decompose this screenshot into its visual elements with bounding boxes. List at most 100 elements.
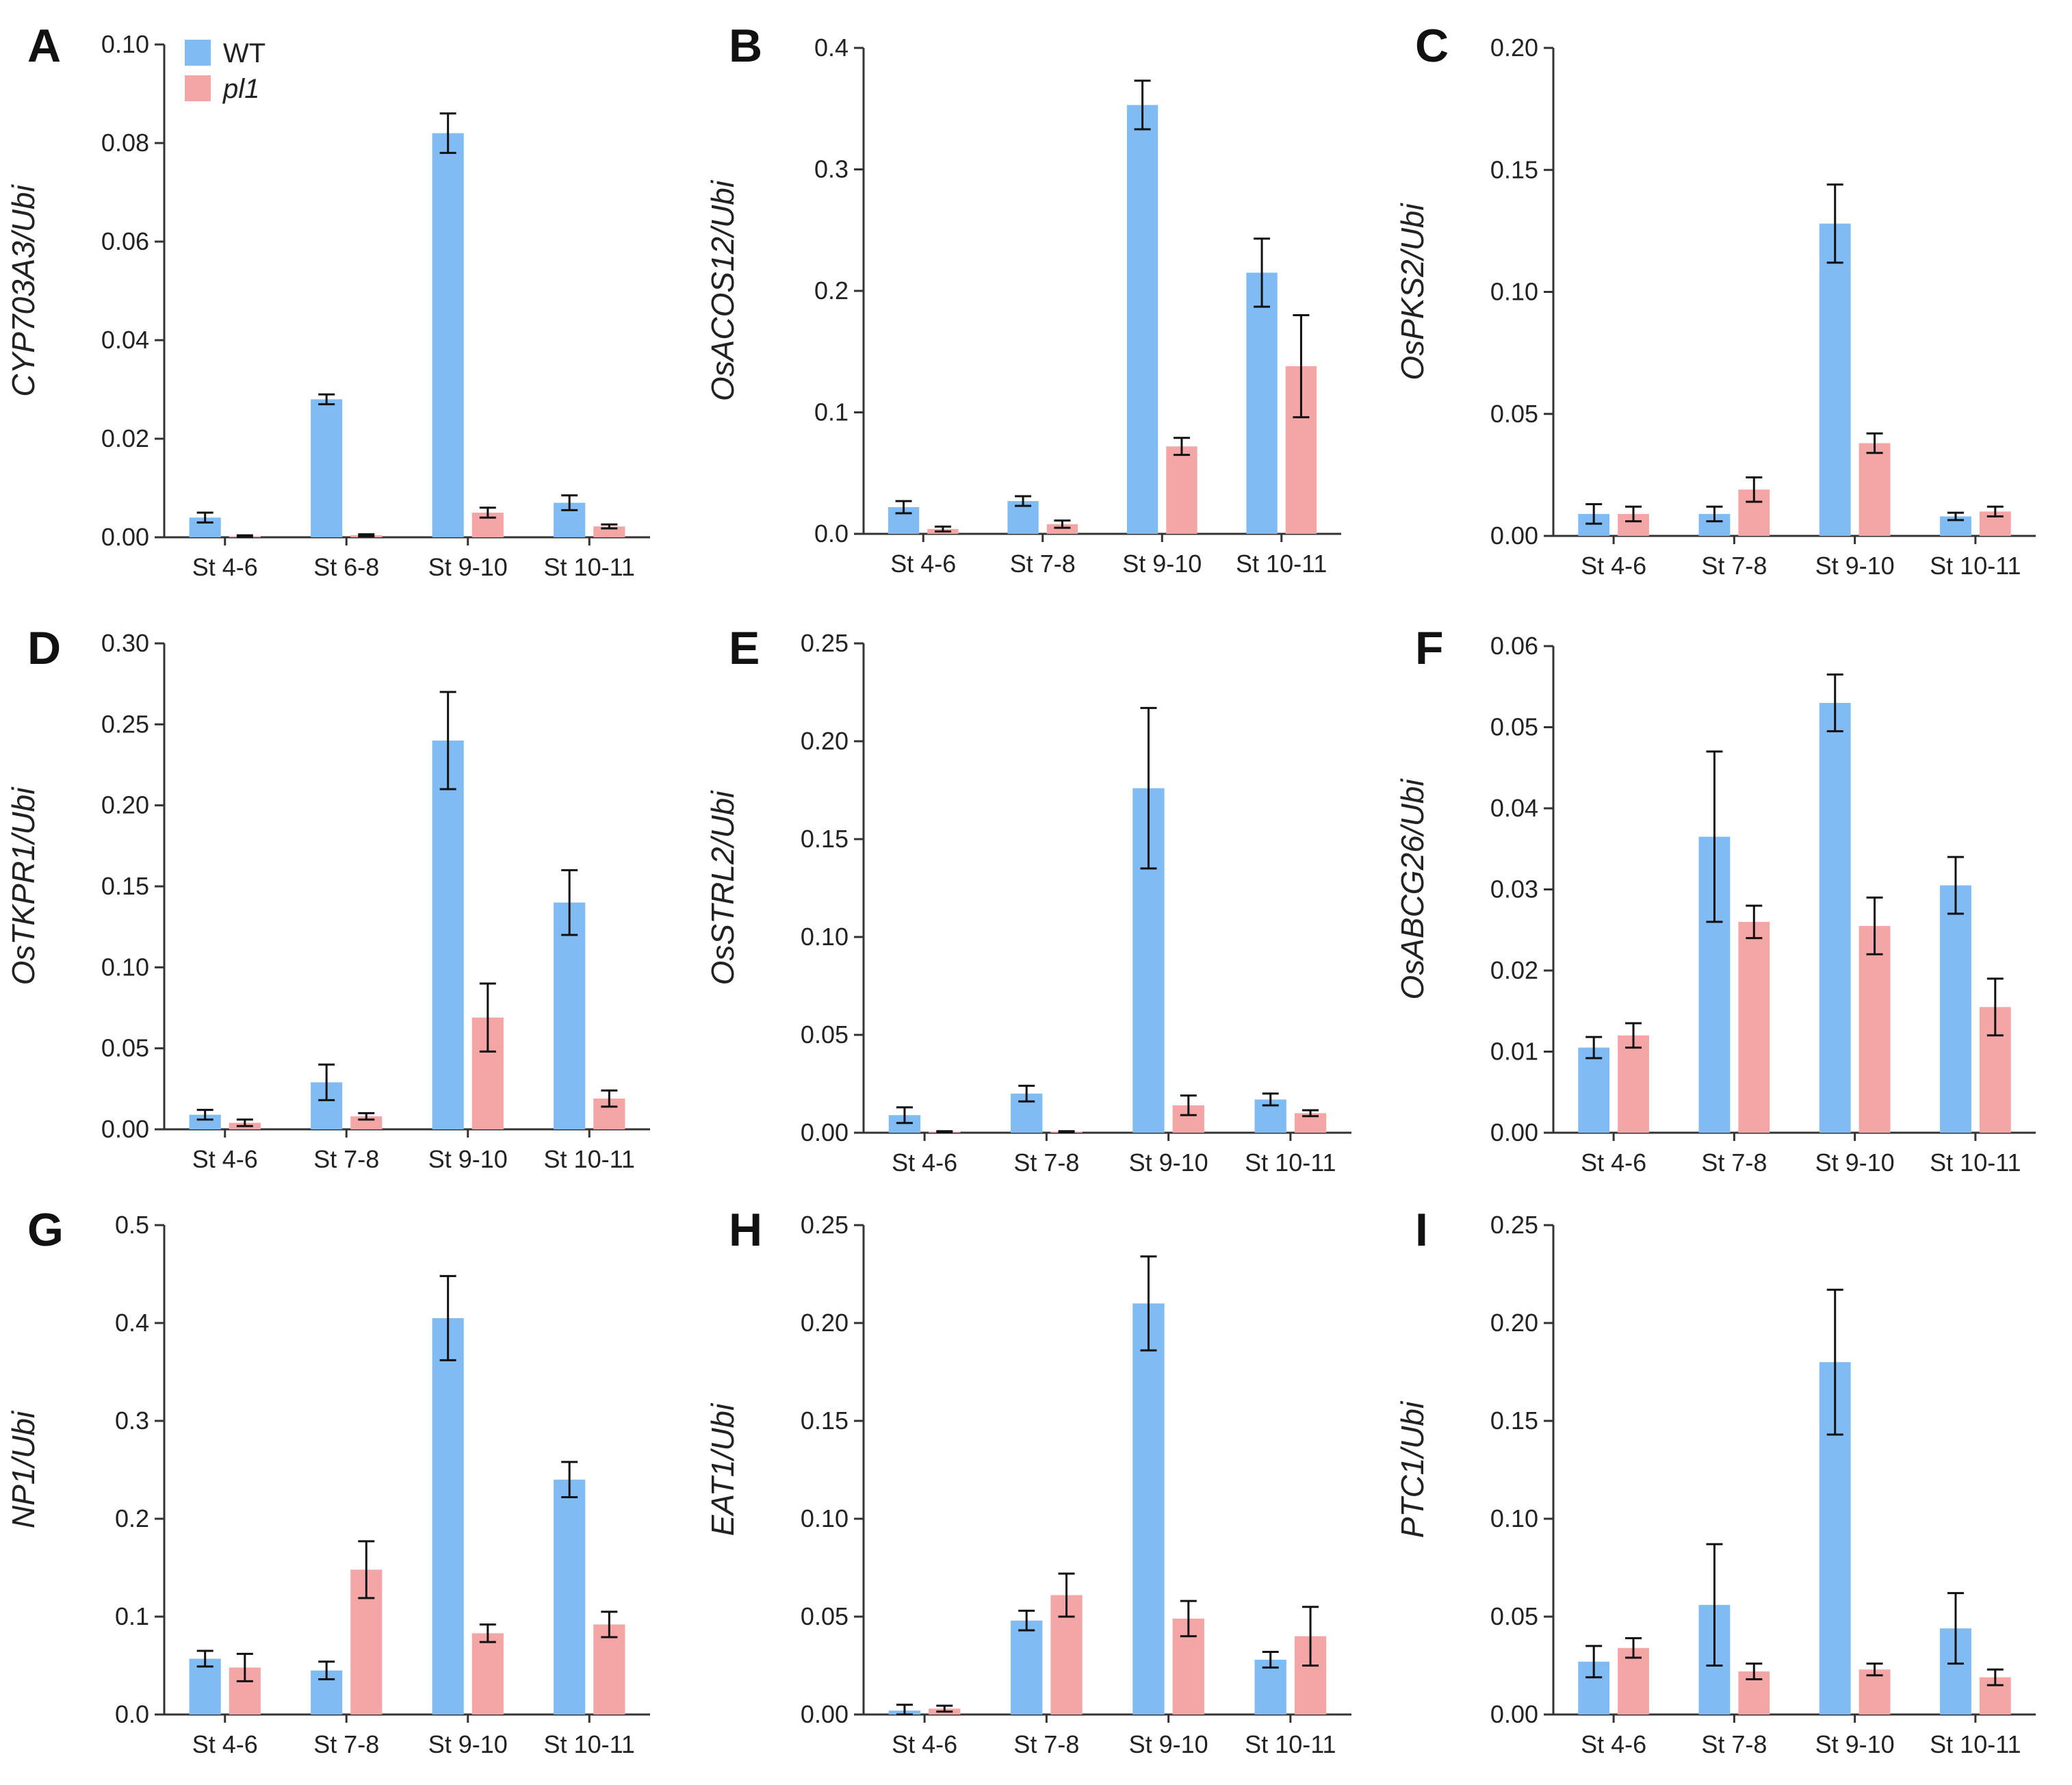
y-tick-label: 0.00 xyxy=(101,523,149,551)
y-tick-label: 0.5 xyxy=(115,1211,149,1239)
y-tick-label: 0.25 xyxy=(801,629,849,657)
bar-wt-2 xyxy=(432,133,464,538)
bar-wt-3 xyxy=(554,902,586,1129)
bar-wt-0 xyxy=(189,1658,221,1715)
x-tick-label: St 4-6 xyxy=(1581,1148,1646,1177)
y-axis-label: OsTKPR1/Ubi xyxy=(5,786,41,986)
panel-letter: A xyxy=(27,20,61,72)
x-tick-label: St 9-10 xyxy=(1815,1148,1895,1177)
x-tick-label: St 4-6 xyxy=(892,1730,957,1758)
y-tick-label: 0.0 xyxy=(814,519,849,548)
panel-letter: I xyxy=(1415,1204,1428,1256)
x-tick-label: St 4-6 xyxy=(890,550,956,578)
y-tick-label: 0.08 xyxy=(101,129,149,157)
bar-pl1-2 xyxy=(1859,443,1891,536)
bar-wt-2 xyxy=(1132,1303,1165,1715)
y-axis-label: OsACOS12/Ubi xyxy=(705,179,740,401)
chart-panel-h: H 0.00 0.05 0.10 0.15 0.20 0.25 EAT1/Ubi St 4-6 S… xyxy=(705,1204,1351,1758)
y-tick-label: 0.0 xyxy=(115,1700,149,1728)
x-tick-label: St 7-8 xyxy=(1701,1148,1767,1177)
x-tick-label: St 9-10 xyxy=(1129,1730,1208,1758)
y-tick-label: 0.15 xyxy=(801,1407,849,1435)
panel-letter: C xyxy=(1415,20,1449,72)
y-tick-label: 0.3 xyxy=(814,155,849,183)
chart-panel-e: E 0.00 0.05 0.10 0.15 0.20 0.25 OsSTRL2/Ubi St 4… xyxy=(705,622,1351,1177)
y-tick-label: 0.15 xyxy=(1490,1407,1538,1435)
x-tick-label: St 7-8 xyxy=(1010,550,1076,578)
y-tick-label: 0.05 xyxy=(1490,1602,1538,1630)
bar-wt-3 xyxy=(1254,1659,1286,1715)
y-tick-label: 0.02 xyxy=(1490,956,1538,984)
x-tick-label: St 7-8 xyxy=(1701,552,1767,580)
bar-wt-1 xyxy=(311,399,343,537)
x-tick-label: St 9-10 xyxy=(1122,550,1202,578)
y-tick-label: 0.00 xyxy=(1490,1118,1538,1146)
bar-wt-2 xyxy=(432,1318,464,1715)
bar-wt-0 xyxy=(189,1114,221,1129)
y-axis-label: OsABCG26/Ubi xyxy=(1395,778,1430,1000)
panel-letter: B xyxy=(729,20,762,72)
y-tick-label: 0.05 xyxy=(801,1602,849,1630)
x-tick-label: St 4-6 xyxy=(192,1145,258,1173)
legend-label-pl1: pl1 xyxy=(222,74,259,104)
y-tick-label: 0.04 xyxy=(1490,794,1538,822)
panel-letter: F xyxy=(1415,622,1444,674)
y-tick-label: 0.02 xyxy=(101,424,149,452)
bar-pl1-1 xyxy=(1046,524,1078,534)
y-tick-label: 0.00 xyxy=(101,1115,149,1143)
x-tick-label: St 9-10 xyxy=(1129,1148,1208,1177)
y-tick-label: 0.3 xyxy=(115,1407,149,1435)
bar-pl1-0 xyxy=(1618,1035,1649,1133)
y-tick-label: 0.20 xyxy=(801,1309,849,1337)
x-tick-label: St 7-8 xyxy=(1701,1730,1767,1758)
y-tick-label: 0.20 xyxy=(1490,1309,1538,1337)
x-tick-label: St 10-11 xyxy=(1236,550,1327,578)
legend-swatch-wt xyxy=(185,40,211,66)
chart-panel-f: F 0.00 0.01 0.02 0.03 0.04 0.05 0.06 OsABCG26/Ub… xyxy=(1395,622,2036,1177)
y-tick-label: 0.15 xyxy=(1490,155,1538,183)
x-tick-label: St 10-11 xyxy=(1930,1148,2021,1177)
x-tick-label: St 10-11 xyxy=(1245,1148,1336,1177)
y-tick-label: 0.30 xyxy=(101,629,149,657)
y-tick-label: 0.10 xyxy=(101,953,149,981)
y-tick-label: 0.06 xyxy=(1490,632,1538,660)
y-tick-label: 0.25 xyxy=(1490,1211,1538,1239)
y-tick-label: 0.25 xyxy=(101,710,149,738)
y-tick-label: 0.05 xyxy=(1490,713,1538,741)
x-tick-label: St 4-6 xyxy=(1581,552,1646,580)
y-tick-label: 0.10 xyxy=(801,1504,849,1532)
y-tick-label: 0.15 xyxy=(101,872,149,900)
x-tick-label: St 4-6 xyxy=(892,1148,957,1177)
bar-wt-2 xyxy=(1819,702,1851,1133)
x-tick-label: St 4-6 xyxy=(1581,1730,1646,1758)
y-tick-label: 0.4 xyxy=(814,34,849,62)
x-tick-label: St 7-8 xyxy=(313,1145,379,1173)
bar-wt-1 xyxy=(1011,1620,1043,1715)
y-tick-label: 0.10 xyxy=(801,923,849,951)
y-axis-label: CYP703A3/Ubi xyxy=(5,184,41,397)
bar-wt-2 xyxy=(1819,223,1851,536)
panel-letter: E xyxy=(729,622,760,674)
y-tick-label: 0.1 xyxy=(115,1602,149,1630)
bar-pl1-1 xyxy=(1738,921,1770,1133)
x-tick-label: St 10-11 xyxy=(544,1730,635,1758)
x-tick-label: St 6-8 xyxy=(313,553,379,581)
y-tick-label: 0.05 xyxy=(101,1034,149,1062)
y-tick-label: 0.01 xyxy=(1490,1038,1538,1066)
y-tick-label: 0.00 xyxy=(1490,522,1538,550)
bar-wt-0 xyxy=(1578,1047,1610,1133)
chart-panel-b: B 0.0 0.1 0.2 0.3 0.4 OsACOS12/Ubi St 4-6 St 7-8… xyxy=(705,20,1341,578)
x-tick-label: St 7-8 xyxy=(1013,1148,1079,1177)
bar-wt-2 xyxy=(432,741,464,1129)
chart-panel-d: D 0.00 0.05 0.10 0.15 0.20 0.25 0.30 OsTKPR1/Ubi… xyxy=(5,622,650,1173)
y-tick-label: 0.00 xyxy=(801,1700,849,1728)
bar-pl1-2 xyxy=(1859,1669,1891,1715)
x-tick-label: St 7-8 xyxy=(1013,1730,1079,1758)
y-tick-label: 0.03 xyxy=(1490,875,1538,903)
x-tick-label: St 10-11 xyxy=(544,1145,635,1173)
y-tick-label: 0.4 xyxy=(115,1309,149,1337)
bar-wt-3 xyxy=(554,1479,586,1715)
y-tick-label: 0.10 xyxy=(1490,1504,1538,1532)
chart-panel-c: C 0.00 0.05 0.10 0.15 0.20 OsPKS2/Ubi St 4-6 St … xyxy=(1395,20,2036,580)
